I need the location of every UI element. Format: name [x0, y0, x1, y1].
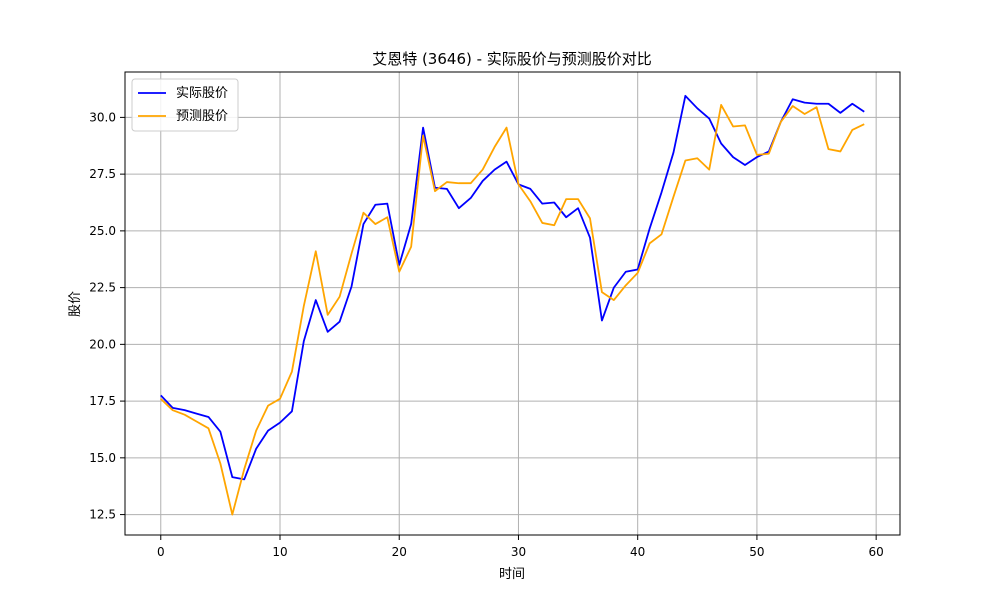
- legend-label-actual: 实际股价: [176, 86, 228, 101]
- y-tick-label: 25.0: [89, 224, 116, 238]
- legend: 实际股价 预测股价: [131, 78, 239, 132]
- predicted-price-line: [160, 104, 865, 516]
- y-tick-label: 30.0: [89, 110, 116, 124]
- actual-price-line: [160, 94, 865, 481]
- plot-frame: [124, 71, 901, 536]
- y-axis-label: 股价: [68, 291, 83, 317]
- y-tick-label: 27.5: [89, 167, 116, 181]
- x-tick-label: 10: [272, 545, 287, 559]
- y-tick-label: 15.0: [89, 451, 116, 465]
- x-tick-label: 40: [630, 545, 645, 559]
- y-tick-label: 20.0: [89, 337, 116, 351]
- x-tick-label: 0: [157, 545, 165, 559]
- x-axis-label: 时间: [499, 567, 525, 582]
- y-axis-ticks: 12.5 15.0 17.5 20.0 22.5 25.0 27.5 30.0: [89, 110, 125, 522]
- x-tick-label: 50: [749, 545, 764, 559]
- x-tick-label: 30: [511, 545, 526, 559]
- legend-label-predicted: 预测股价: [176, 109, 228, 124]
- x-tick-label: 60: [869, 545, 884, 559]
- y-tick-label: 12.5: [89, 508, 116, 522]
- x-axis-ticks: 0 10 20 30 40 50 60: [157, 535, 884, 559]
- y-tick-label: 22.5: [89, 281, 116, 295]
- chart-title: 艾恩特 (3646) - 实际股价与预测股价对比: [372, 50, 652, 68]
- series-lines: [160, 94, 865, 516]
- y-tick-label: 17.5: [89, 394, 116, 408]
- x-tick-label: 20: [392, 545, 407, 559]
- legend-box: [131, 78, 239, 132]
